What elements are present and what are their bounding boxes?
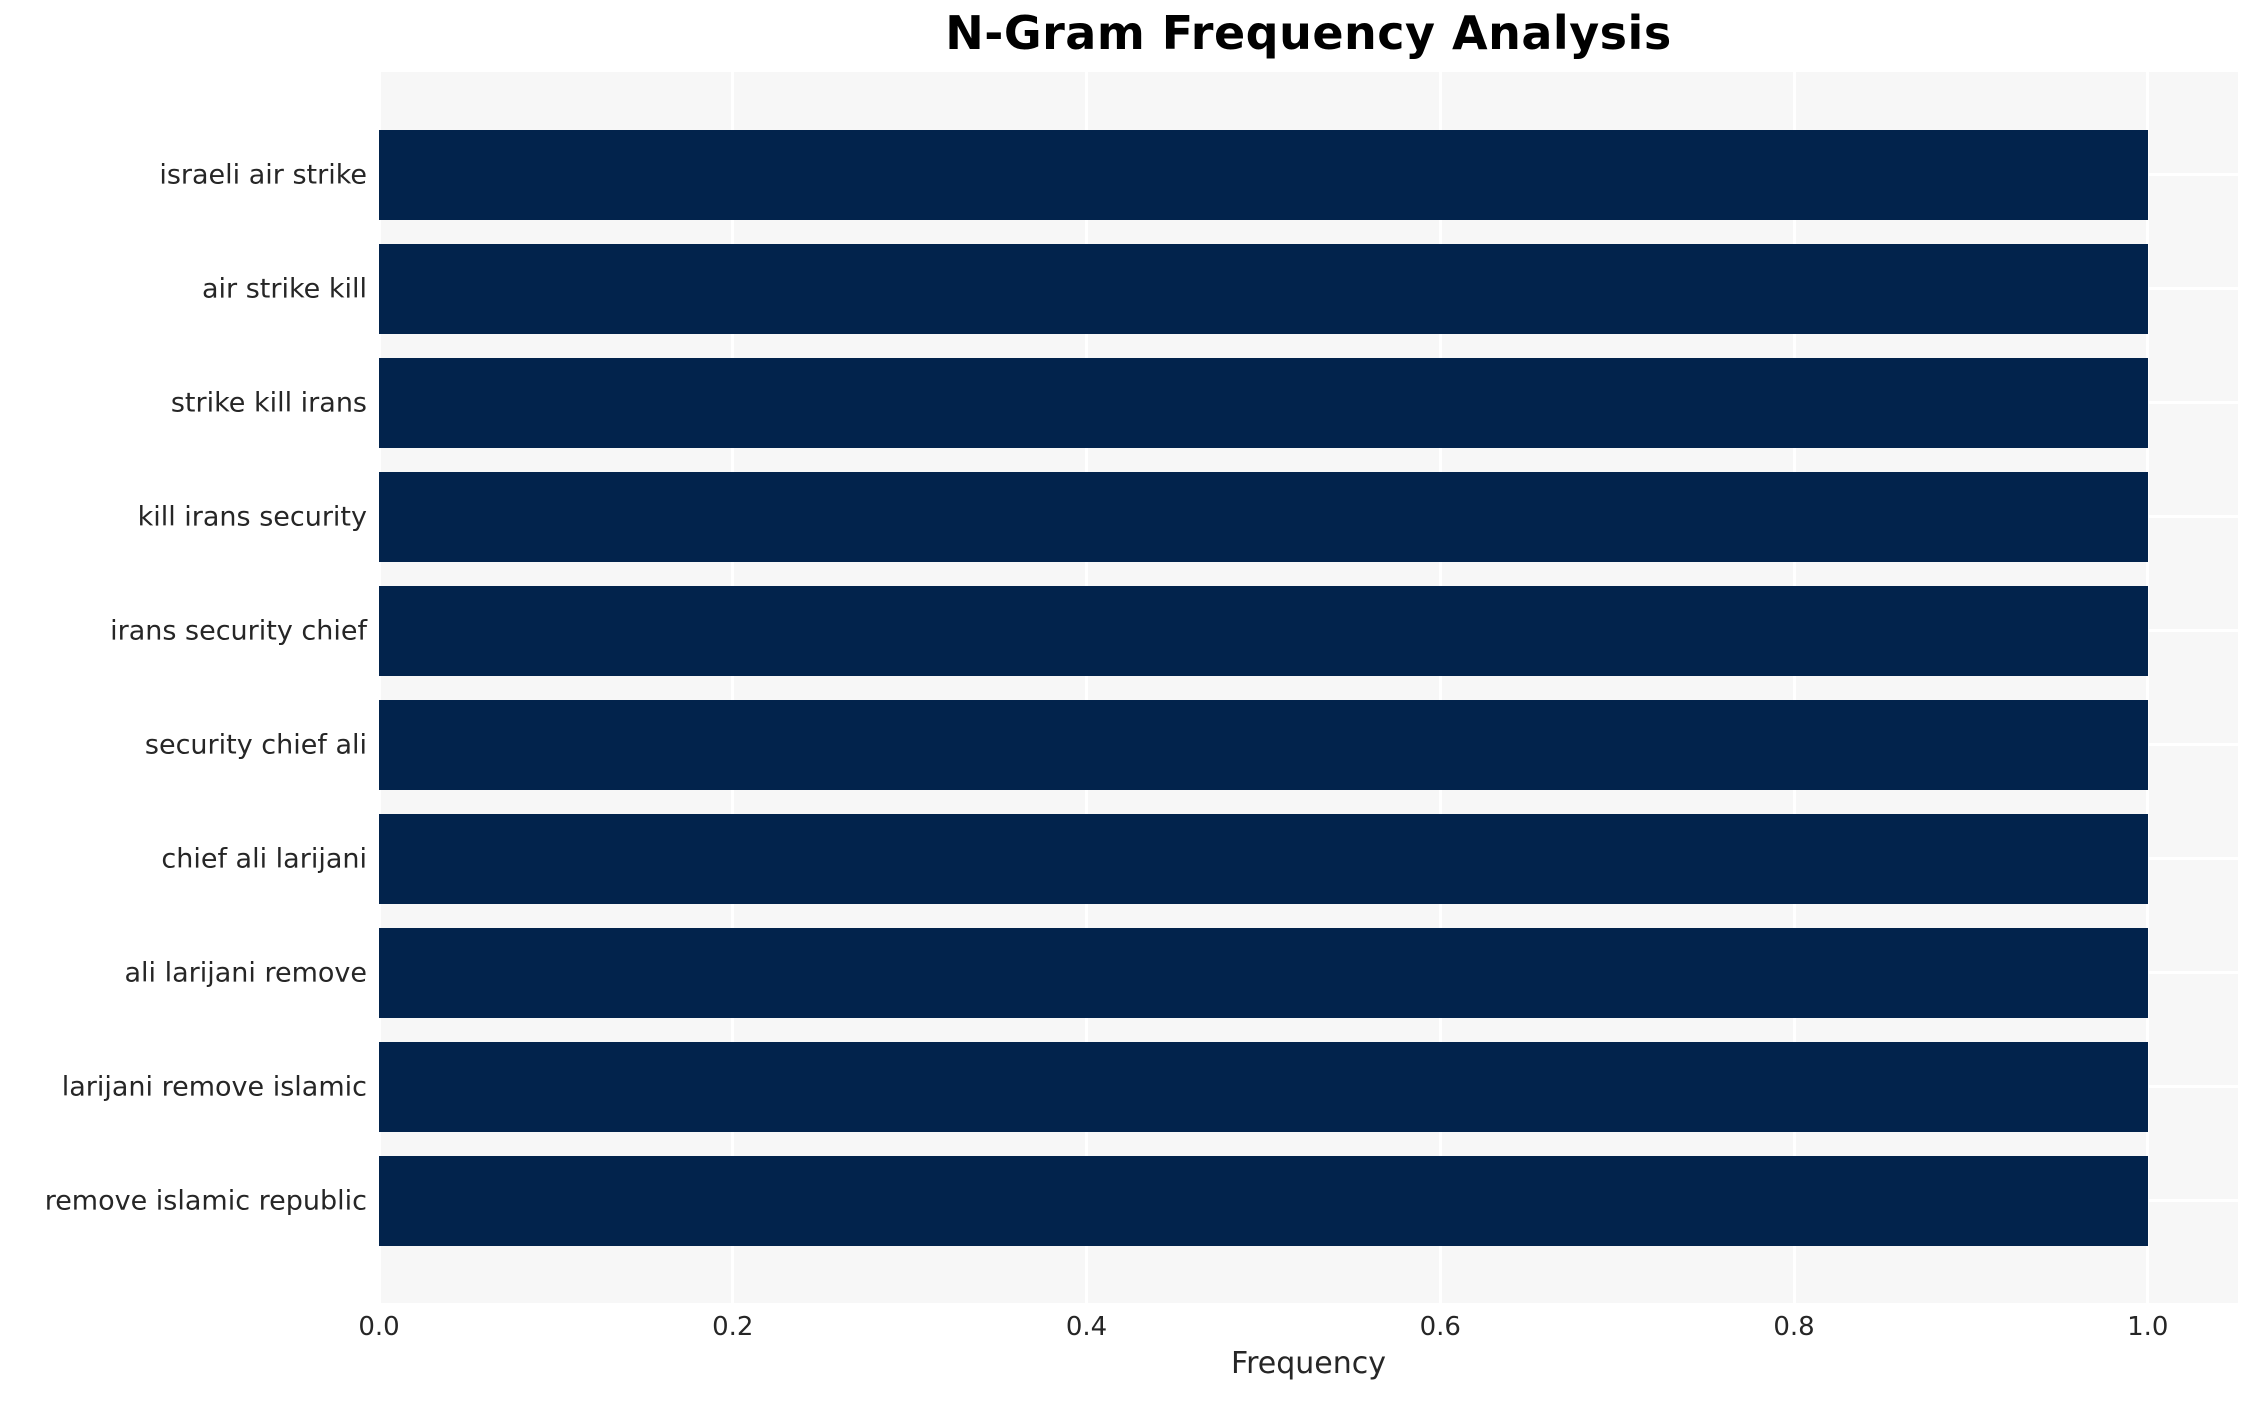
y-tick-label: ali larijani remove [124, 957, 367, 988]
y-tick-label: security chief ali [144, 729, 367, 760]
bar [379, 129, 2148, 220]
y-tick-label: israeli air strike [159, 159, 367, 190]
y-tick-label: kill irans security [137, 501, 367, 532]
v-gridline [731, 72, 735, 1303]
x-tick-label: 0.8 [1773, 1312, 1815, 1342]
bar [379, 1155, 2148, 1246]
bar [379, 699, 2148, 790]
bar [379, 471, 2148, 562]
bar [379, 243, 2148, 334]
bar [379, 357, 2148, 448]
x-tick-label: 0.2 [712, 1312, 754, 1342]
x-tick-label: 0.6 [1419, 1312, 1461, 1342]
y-tick-label: chief ali larijani [161, 843, 367, 874]
plot-area [379, 72, 2238, 1303]
y-tick-label: irans security chief [110, 615, 367, 646]
y-tick-label: larijani remove islamic [61, 1071, 367, 1102]
y-tick-label: air strike kill [202, 273, 367, 304]
chart-title: N-Gram Frequency Analysis [945, 6, 1672, 60]
v-gridline [379, 72, 381, 1303]
bar [379, 813, 2148, 904]
bar [379, 585, 2148, 676]
x-tick-label: 0.4 [1065, 1312, 1108, 1342]
v-gridline [2146, 72, 2150, 1303]
bar [379, 1041, 2148, 1132]
x-tick-label: 1.0 [2127, 1312, 2169, 1342]
y-tick-label: strike kill irans [170, 387, 367, 418]
v-gridline [1085, 72, 1089, 1303]
y-tick-label: remove islamic republic [44, 1185, 367, 1216]
bar [379, 927, 2148, 1018]
v-gridline [1792, 72, 1796, 1303]
x-tick-label: 0.0 [358, 1312, 400, 1342]
x-axis-label: Frequency [1231, 1346, 1386, 1381]
v-gridline [1438, 72, 1442, 1303]
